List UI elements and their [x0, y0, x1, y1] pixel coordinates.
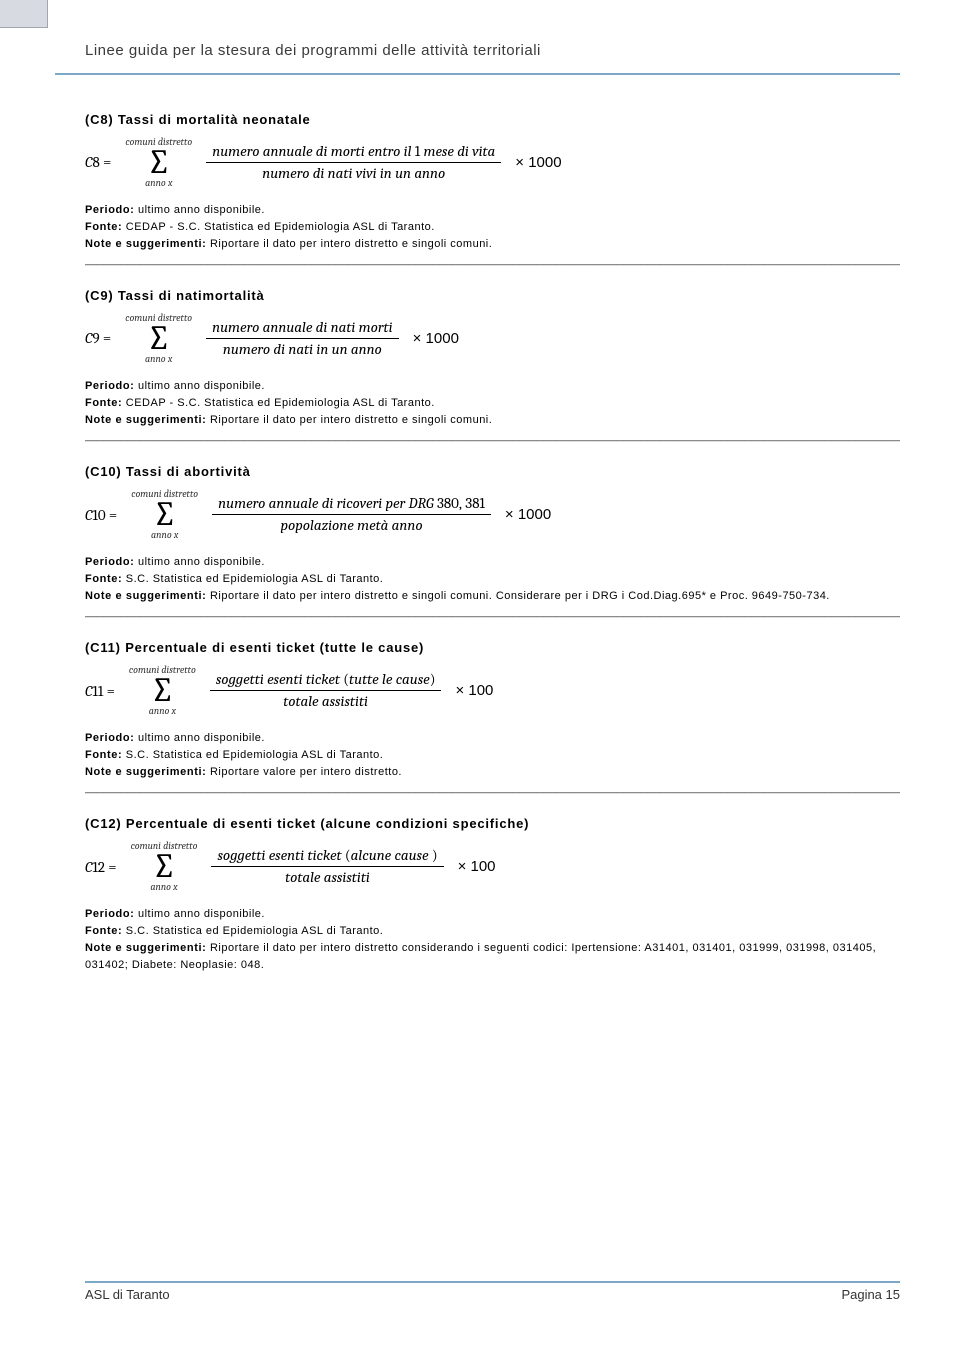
multiply-factor: × 1000	[413, 330, 459, 347]
fraction-numerator: numero annuale di nati morti	[206, 317, 399, 338]
meta-block: Periodo: ultimo anno disponibile.Fonte: …	[85, 202, 900, 253]
fraction: soggetti esenti ticket (alcune cause )to…	[211, 845, 443, 888]
meta-block: Periodo: ultimo anno disponibile.Fonte: …	[85, 730, 900, 781]
section-c10: (C10) Tassi di abortività C10 = comuni dis…	[85, 464, 900, 618]
section-title: (C11) Percentuale di esenti ticket (tutt…	[85, 640, 900, 655]
page-header-title: Linee guida per la stesura dei programmi…	[85, 42, 900, 59]
multiply-factor: × 100	[458, 858, 496, 875]
sigma-icon: ∑	[153, 500, 177, 529]
footer-left: ASL di Taranto	[85, 1287, 170, 1302]
meta-fonte: Fonte: CEDAP - S.C. Statistica ed Epidem…	[85, 395, 900, 412]
sum-bottom: anno x	[151, 530, 178, 540]
meta-note: Note e suggerimenti: Riportare il dato p…	[85, 588, 900, 605]
fraction: numero annuale di ricoveri per DRG 380, …	[212, 493, 491, 536]
section-title: (C10) Tassi di abortività	[85, 464, 900, 479]
footer-right: Pagina 15	[841, 1287, 900, 1302]
sigma-icon: ∑	[152, 852, 176, 881]
content: (C8) Tassi di mortalità neonatale C8 = com…	[85, 112, 900, 974]
fraction-denominator: totale assistiti	[279, 867, 376, 888]
meta-fonte: Fonte: CEDAP - S.C. Statistica ed Epidem…	[85, 219, 900, 236]
formula-lhs: C10 =	[85, 506, 117, 524]
sigma-sum: comuni distretto∑anno x	[125, 313, 192, 364]
sigma-sum: comuni distretto∑anno x	[129, 665, 196, 716]
multiply-factor: × 1000	[505, 506, 551, 523]
meta-periodo: Periodo: ultimo anno disponibile.	[85, 378, 900, 395]
fraction-numerator: numero annuale di ricoveri per DRG 380, …	[212, 493, 491, 514]
sigma-icon: ∑	[150, 676, 174, 705]
sigma-sum: comuni distretto∑anno x	[125, 137, 192, 188]
fraction-numerator: numero annuale di morti entro il 1 mese …	[206, 141, 501, 162]
formula: C12 = comuni distretto∑anno x soggetti ese…	[85, 841, 900, 892]
sum-bottom: anno x	[145, 178, 172, 188]
meta-fonte: Fonte: S.C. Statistica ed Epidemiologia …	[85, 571, 900, 588]
corner-tab	[0, 0, 48, 28]
meta-periodo: Periodo: ultimo anno disponibile.	[85, 554, 900, 571]
sigma-sum: comuni distretto∑anno x	[131, 489, 198, 540]
meta-periodo: Periodo: ultimo anno disponibile.	[85, 730, 900, 747]
formula-lhs: C11 =	[85, 682, 115, 700]
sigma-icon: ∑	[147, 324, 171, 353]
section-divider: ________________________________________…	[85, 782, 900, 794]
formula-lhs: C9 =	[85, 329, 111, 347]
fraction-denominator: popolazione metà anno	[274, 515, 428, 536]
section-c8: (C8) Tassi di mortalità neonatale C8 = com…	[85, 112, 900, 266]
meta-fonte: Fonte: S.C. Statistica ed Epidemiologia …	[85, 747, 900, 764]
section-divider: ________________________________________…	[85, 430, 900, 442]
sigma-icon: ∑	[147, 148, 171, 177]
header-rule	[55, 73, 900, 75]
footer: ASL di Taranto Pagina 15	[85, 1281, 900, 1302]
fraction-denominator: totale assistiti	[277, 691, 374, 712]
fraction-denominator: numero di nati in un anno	[217, 339, 388, 360]
page: Linee guida per la stesura dei programmi…	[0, 0, 960, 1358]
fraction-numerator: soggetti esenti ticket (tutte le cause)	[210, 669, 442, 690]
sigma-sum: comuni distretto∑anno x	[131, 841, 198, 892]
meta-note: Note e suggerimenti: Riportare valore pe…	[85, 764, 900, 781]
section-divider: ________________________________________…	[85, 606, 900, 618]
meta-fonte: Fonte: S.C. Statistica ed Epidemiologia …	[85, 923, 900, 940]
formula: C11 = comuni distretto∑anno x soggetti ese…	[85, 665, 900, 716]
meta-block: Periodo: ultimo anno disponibile.Fonte: …	[85, 378, 900, 429]
sum-bottom: anno x	[145, 354, 172, 364]
fraction: numero annuale di nati mortinumero di na…	[206, 317, 399, 360]
section-title: (C8) Tassi di mortalità neonatale	[85, 112, 900, 127]
fraction: soggetti esenti ticket (tutte le cause)t…	[210, 669, 442, 712]
section-title: (C12) Percentuale di esenti ticket (alcu…	[85, 816, 900, 831]
section-c12: (C12) Percentuale di esenti ticket (alcu…	[85, 816, 900, 974]
formula: C10 = comuni distretto∑anno x numero annua…	[85, 489, 900, 540]
sum-bottom: anno x	[149, 706, 176, 716]
section-title: (C9) Tassi di natimortalità	[85, 288, 900, 303]
formula: C8 = comuni distretto∑anno x numero annual…	[85, 137, 900, 188]
section-c9: (C9) Tassi di natimortalità C9 = comuni di…	[85, 288, 900, 442]
meta-note: Note e suggerimenti: Riportare il dato p…	[85, 940, 900, 974]
fraction-denominator: numero di nati vivi in un anno	[256, 163, 451, 184]
multiply-factor: × 100	[455, 682, 493, 699]
fraction-numerator: soggetti esenti ticket (alcune cause )	[211, 845, 443, 866]
section-divider: ________________________________________…	[85, 254, 900, 266]
header: Linee guida per la stesura dei programmi…	[85, 42, 900, 75]
meta-block: Periodo: ultimo anno disponibile.Fonte: …	[85, 554, 900, 605]
meta-note: Note e suggerimenti: Riportare il dato p…	[85, 412, 900, 429]
sum-bottom: anno x	[150, 882, 177, 892]
meta-periodo: Periodo: ultimo anno disponibile.	[85, 202, 900, 219]
meta-note: Note e suggerimenti: Riportare il dato p…	[85, 236, 900, 253]
meta-periodo: Periodo: ultimo anno disponibile.	[85, 906, 900, 923]
formula: C9 = comuni distretto∑anno x numero annual…	[85, 313, 900, 364]
meta-block: Periodo: ultimo anno disponibile.Fonte: …	[85, 906, 900, 974]
section-c11: (C11) Percentuale di esenti ticket (tutt…	[85, 640, 900, 794]
multiply-factor: × 1000	[515, 154, 561, 171]
formula-lhs: C8 =	[85, 153, 111, 171]
fraction: numero annuale di morti entro il 1 mese …	[206, 141, 501, 184]
formula-lhs: C12 =	[85, 858, 117, 876]
